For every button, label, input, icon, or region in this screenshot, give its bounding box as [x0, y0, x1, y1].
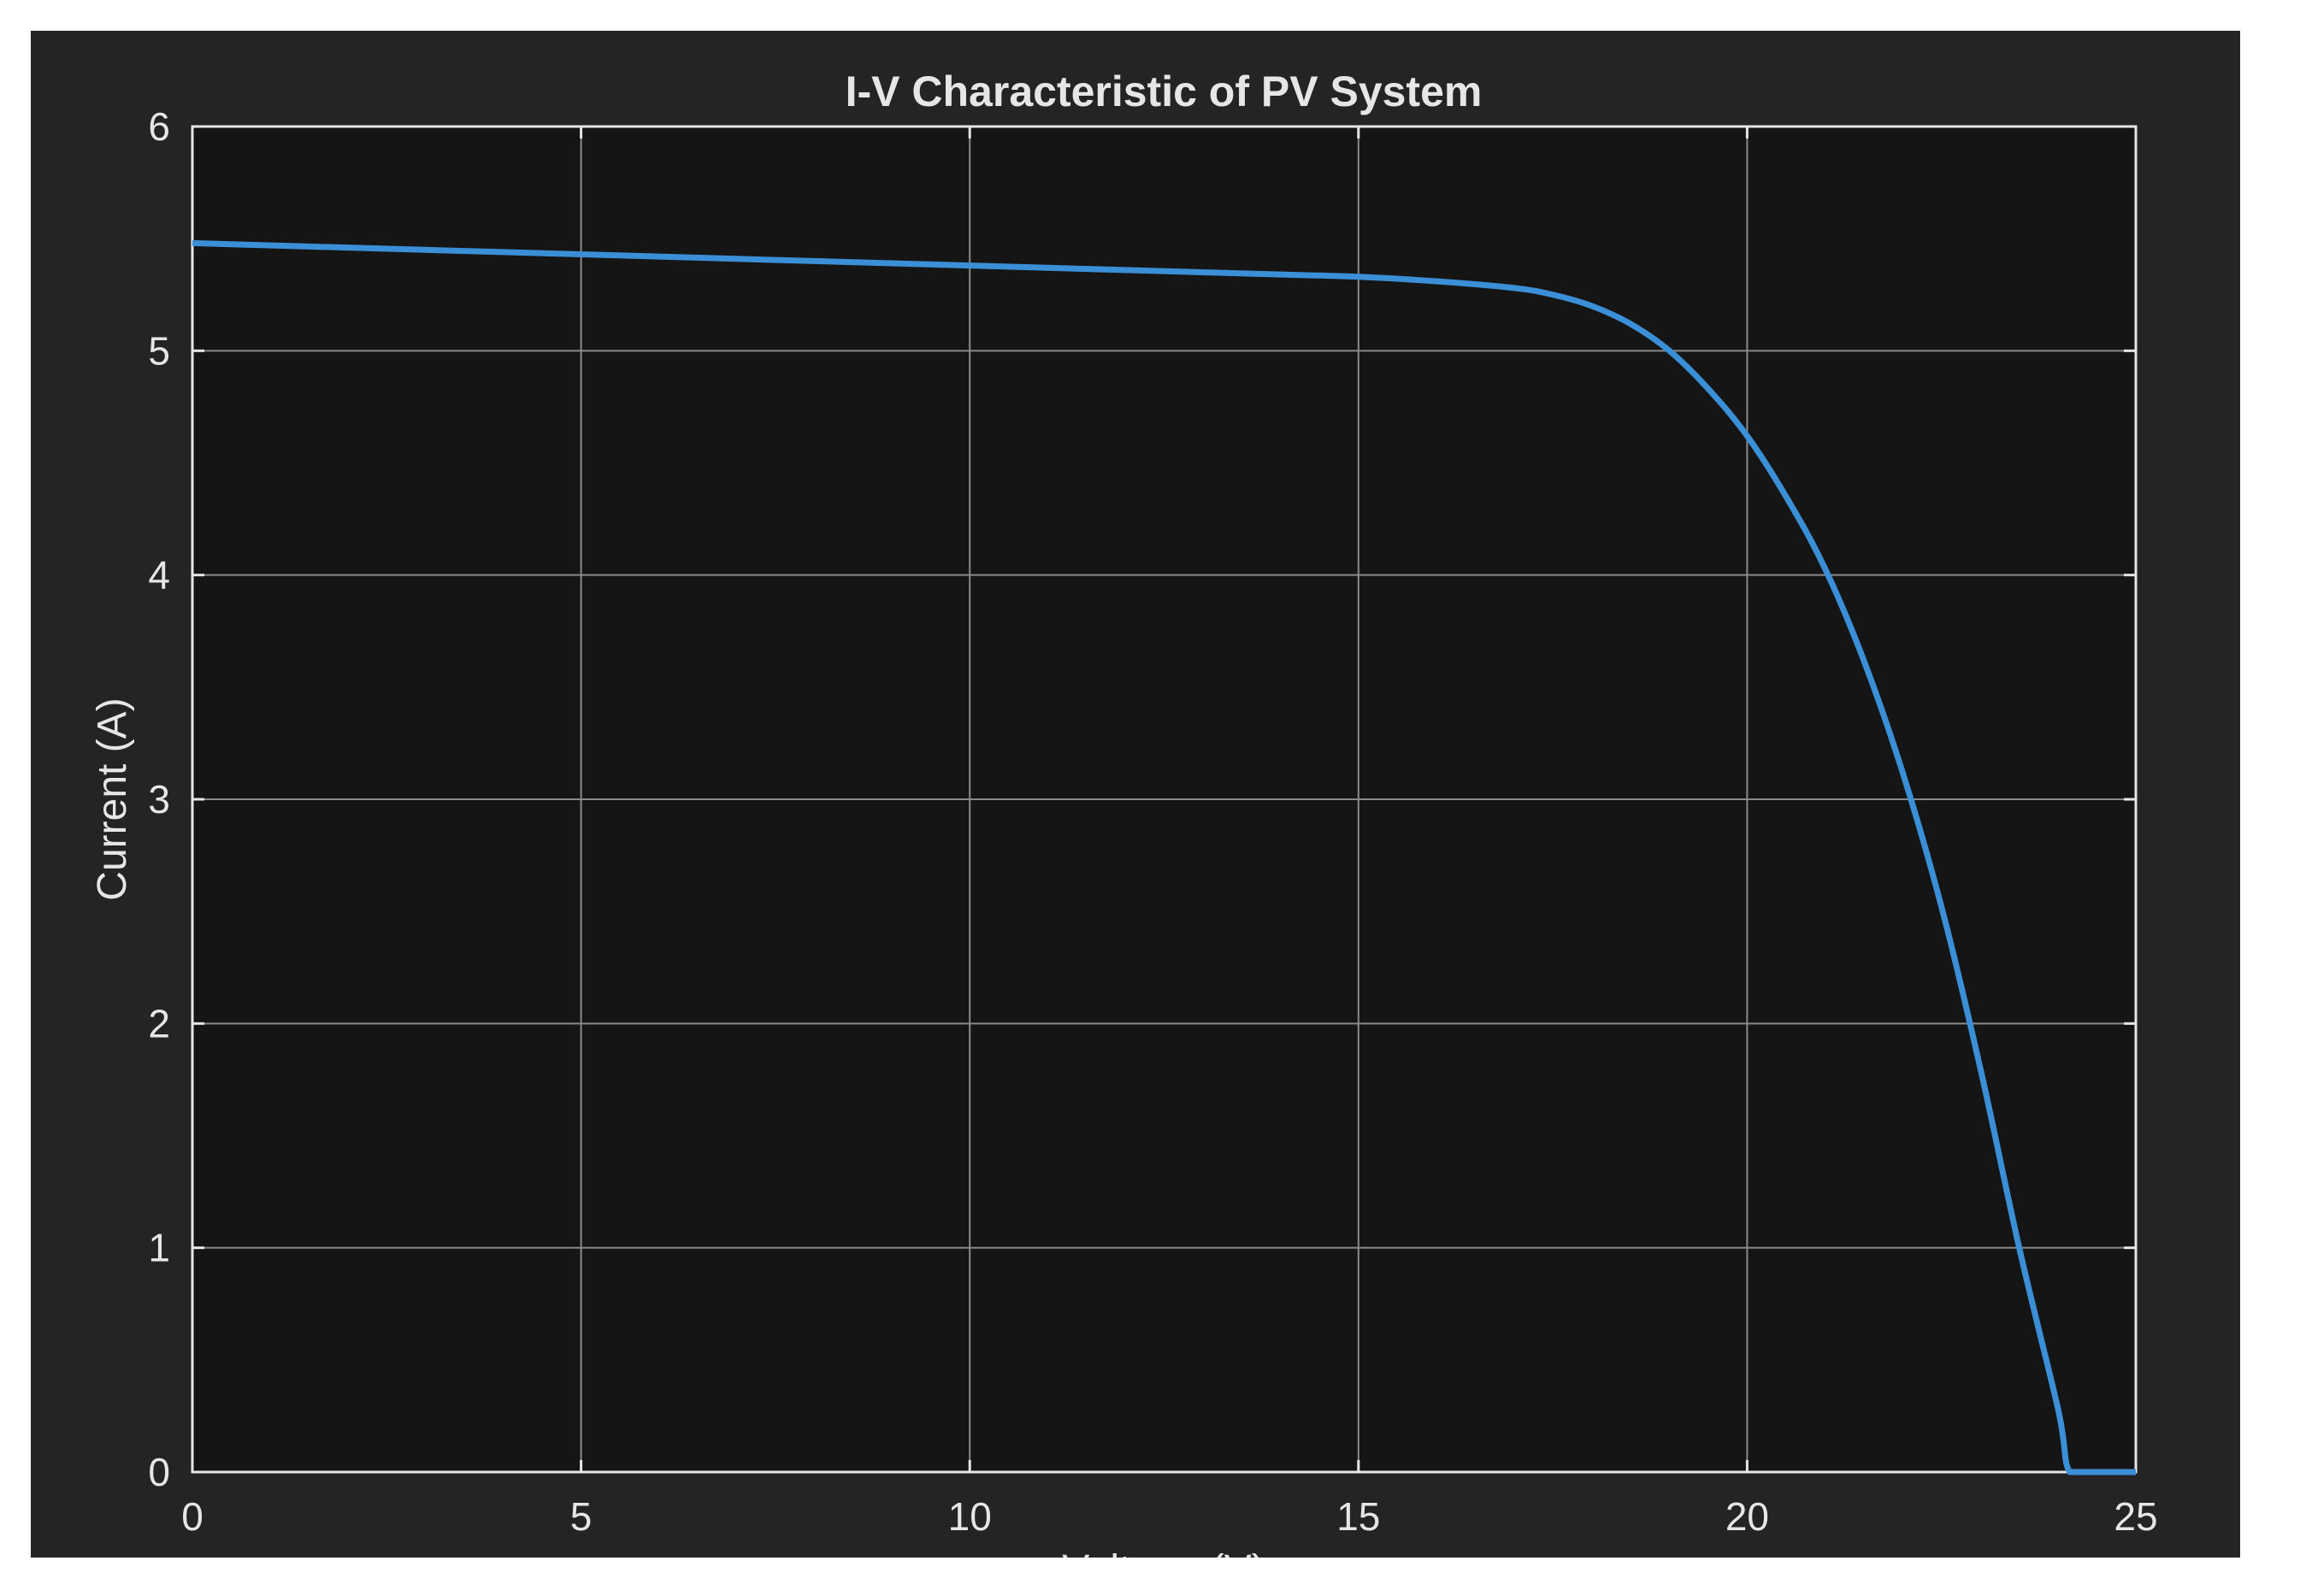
x-tick-label: 20 — [1725, 1494, 1769, 1539]
series-layer — [192, 239, 2136, 1475]
y-tick-label: 6 — [148, 104, 170, 149]
x-tick-label: 10 — [948, 1494, 992, 1539]
tick-labels: 0 5 10 15 20 25 0 1 2 3 4 5 6 — [148, 104, 2157, 1539]
y-axis-label: Current (A) — [90, 698, 135, 900]
series-line-1 — [192, 239, 2136, 1475]
y-tick-label: 3 — [148, 777, 170, 822]
y-tick-label: 1 — [148, 1226, 170, 1270]
chart-title: I-V Characteristic of PV System — [846, 68, 1483, 115]
x-tick-label: 25 — [2114, 1494, 2157, 1539]
x-tick-label: 0 — [181, 1494, 203, 1539]
y-tick-label: 0 — [148, 1450, 170, 1494]
y-tick-label: 4 — [148, 553, 170, 598]
x-tick-label: 5 — [570, 1494, 593, 1539]
y-tick-label: 5 — [148, 328, 170, 373]
y-tick-label: 2 — [148, 1001, 170, 1045]
bottom-crop-strip — [0, 1558, 2300, 1592]
x-tick-label: 15 — [1336, 1494, 1380, 1539]
axes — [191, 125, 2138, 1474]
